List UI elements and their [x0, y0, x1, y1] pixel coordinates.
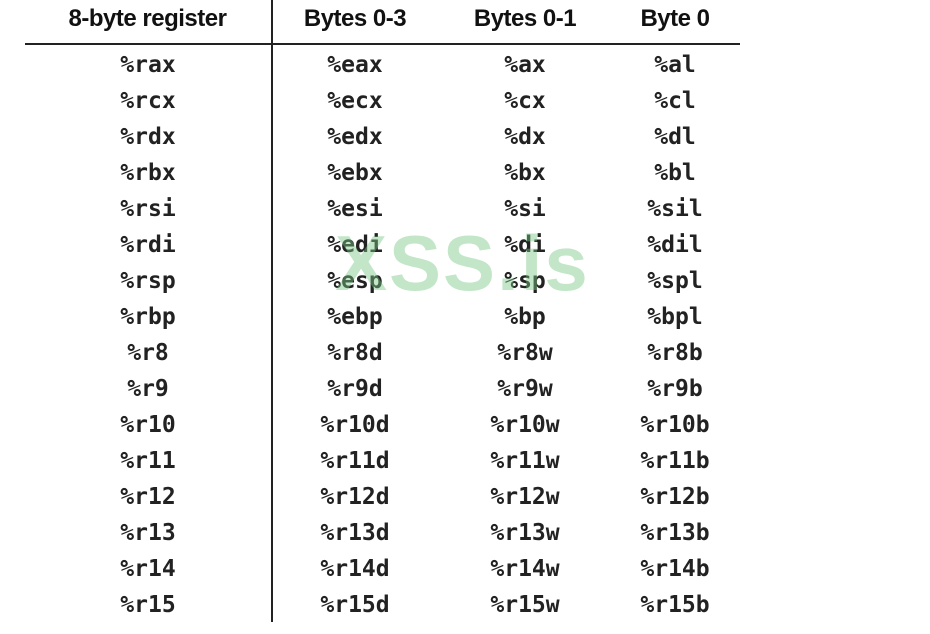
table-cell: %rax: [120, 52, 176, 78]
table-cell: %r11d: [320, 448, 390, 474]
table-cell: %rbx: [120, 160, 176, 186]
table-cell: %r9d: [327, 376, 383, 402]
table-cell: %esp: [327, 268, 383, 294]
table-cell: %r10: [120, 412, 176, 438]
table-cell: %dil: [647, 232, 703, 258]
table-cell: %r9b: [647, 376, 703, 402]
table-cell: %r13b: [640, 520, 710, 546]
table-cell: %si: [504, 196, 546, 222]
table-cell: %edi: [327, 232, 383, 258]
table-cell: %r13: [120, 520, 176, 546]
table-cell: %rsi: [120, 196, 176, 222]
table-cell: %sil: [647, 196, 703, 222]
table-cell: %r15d: [320, 592, 390, 618]
table-cell: %r9: [127, 376, 169, 402]
table-cell: %r14b: [640, 556, 710, 582]
watermark: XSS.is: [335, 219, 590, 307]
header-rule: [25, 43, 740, 45]
table-cell: %sp: [504, 268, 546, 294]
table-cell: %r12b: [640, 484, 710, 510]
table-cell: %rcx: [120, 88, 176, 114]
table-cell: %rsp: [120, 268, 176, 294]
table-cell: %r12d: [320, 484, 390, 510]
table-cell: %r12: [120, 484, 176, 510]
table-cell: %bp: [504, 304, 546, 330]
header-bytes-0-3: Bytes 0-3: [303, 5, 407, 32]
table-cell: %bx: [504, 160, 546, 186]
table-cell: %ecx: [327, 88, 383, 114]
table-cell: %ebp: [327, 304, 383, 330]
table-cell: %di: [504, 232, 546, 258]
table-cell: %r15: [120, 592, 176, 618]
header-8-byte-register: 8-byte register: [68, 5, 227, 32]
table-cell: %edx: [327, 124, 383, 150]
table-cell: %ax: [504, 52, 546, 78]
table-cell: %dl: [654, 124, 696, 150]
table-cell: %r10b: [640, 412, 710, 438]
table-cell: %cl: [654, 88, 696, 114]
table-cell: %r10w: [490, 412, 560, 438]
table-cell: %r9w: [497, 376, 553, 402]
table-cell: %bl: [654, 160, 696, 186]
table-cell: %ebx: [327, 160, 383, 186]
table-cell: %r13d: [320, 520, 390, 546]
table-cell: %r8b: [647, 340, 703, 366]
table-cell: %r8: [127, 340, 169, 366]
table-cell: %r10d: [320, 412, 390, 438]
table-cell: %r12w: [490, 484, 560, 510]
table-cell: %rdi: [120, 232, 176, 258]
table-cell: %rbp: [120, 304, 176, 330]
column-divider: [271, 0, 273, 622]
table-cell: %r15w: [490, 592, 560, 618]
table-cell: %bpl: [647, 304, 703, 330]
table-cell: %r14: [120, 556, 176, 582]
table-cell: %spl: [647, 268, 703, 294]
table-cell: %r8w: [497, 340, 553, 366]
table-cell: %dx: [504, 124, 546, 150]
header-bytes-0-1: Bytes 0-1: [473, 5, 577, 32]
table-cell: %al: [654, 52, 696, 78]
table-cell: %r14d: [320, 556, 390, 582]
header-byte-0: Byte 0: [640, 5, 710, 32]
table-cell: %r11w: [490, 448, 560, 474]
table-cell: %r13w: [490, 520, 560, 546]
table-cell: %r11: [120, 448, 176, 474]
table-cell: %r8d: [327, 340, 383, 366]
table-cell: %rdx: [120, 124, 176, 150]
table-cell: %r14w: [490, 556, 560, 582]
table-cell: %esi: [327, 196, 383, 222]
table-cell: %cx: [504, 88, 546, 114]
table-cell: %r11b: [640, 448, 710, 474]
table-cell: %r15b: [640, 592, 710, 618]
table-cell: %eax: [327, 52, 383, 78]
